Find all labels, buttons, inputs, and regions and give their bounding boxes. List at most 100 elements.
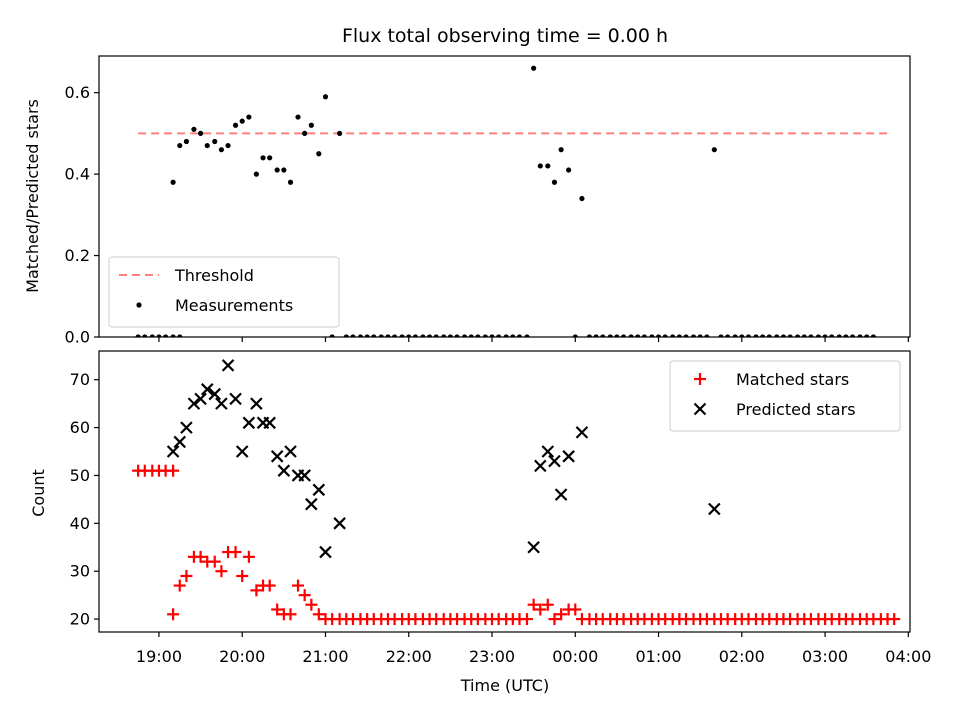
data-point	[662, 334, 668, 337]
data-point	[579, 195, 585, 202]
data-point	[569, 603, 582, 616]
data-point	[607, 334, 613, 337]
data-point	[635, 334, 641, 337]
data-point	[548, 454, 561, 468]
data-point	[554, 488, 568, 501]
data-point	[212, 138, 218, 145]
data-point	[208, 387, 222, 401]
data-point	[870, 334, 876, 337]
x-tick-label: 19:00	[136, 647, 182, 666]
data-point	[250, 584, 263, 597]
data-point	[760, 334, 766, 337]
data-point	[302, 130, 308, 136]
ratio-legend: Threshold Measurements	[108, 256, 340, 328]
data-point	[794, 334, 801, 337]
data-point	[246, 114, 252, 120]
data-point	[566, 167, 572, 173]
data-point	[545, 163, 551, 169]
ratio-plot-area	[135, 65, 892, 337]
count-panel: 20 30 40 50 60 70 19:00 20:00 21:00 22:00 23:00 00:…	[70, 350, 931, 666]
data-point	[399, 334, 405, 337]
data-point-b	[215, 397, 228, 410]
chart-title: Flux total observing time = 0.00 h	[342, 25, 668, 47]
data-point	[180, 421, 193, 434]
data-point	[548, 613, 561, 626]
data-point	[173, 579, 186, 592]
data-point	[295, 114, 301, 120]
data-point-b	[708, 502, 721, 516]
data-point	[572, 334, 578, 337]
series-matched-stars	[132, 464, 901, 626]
data-point	[215, 565, 228, 578]
data-point	[482, 334, 488, 337]
data-point	[260, 155, 266, 161]
data-point-b	[173, 435, 187, 449]
data-point-b	[277, 464, 291, 477]
legend-box	[669, 360, 901, 432]
data-point	[239, 118, 245, 124]
legend-label: Matched stars	[736, 370, 849, 389]
data-point-b	[548, 454, 561, 468]
data-point	[156, 334, 162, 337]
data-point-b	[554, 488, 568, 501]
data-point	[489, 334, 495, 337]
data-point	[534, 603, 547, 616]
data-point-b	[229, 392, 242, 406]
data-point	[725, 334, 731, 337]
data-point	[298, 469, 311, 482]
data-point	[194, 392, 207, 406]
data-point	[655, 334, 662, 337]
ratio-frame	[98, 55, 911, 338]
data-point	[433, 334, 439, 337]
data-point	[135, 334, 141, 337]
x-tick-label: 01:00	[635, 647, 681, 666]
data-point	[292, 579, 305, 592]
data-point-b	[221, 359, 235, 372]
data-point	[822, 334, 828, 337]
x-tick-label: 22:00	[386, 647, 432, 666]
data-point	[774, 334, 780, 337]
data-point	[534, 459, 547, 473]
y-tick-label: 40	[70, 514, 90, 533]
data-point-b	[242, 416, 256, 430]
data-point	[391, 334, 398, 337]
y-tick-label: 30	[70, 562, 90, 581]
data-point	[329, 334, 335, 337]
data-point	[187, 397, 201, 410]
y-tick-label: 0.4	[65, 165, 90, 184]
data-point	[551, 179, 558, 185]
y-tick-label: 0.0	[65, 328, 90, 347]
data-point	[173, 435, 187, 449]
data-point-b	[235, 445, 249, 458]
data-point	[242, 416, 256, 430]
data-point	[510, 334, 516, 337]
data-point	[420, 334, 426, 337]
data-point	[298, 589, 311, 602]
count-plot-area	[132, 359, 901, 626]
legend-box	[108, 256, 340, 328]
data-point	[277, 464, 291, 477]
data-point	[149, 334, 155, 337]
y-tick-label: 60	[70, 418, 90, 437]
data-point	[503, 334, 509, 337]
data-point	[357, 334, 364, 337]
data-point	[690, 334, 697, 337]
data-point	[468, 334, 474, 337]
data-point-b	[208, 387, 222, 401]
data-point	[281, 167, 287, 173]
data-point	[337, 130, 343, 136]
data-point	[753, 334, 759, 337]
legend-label: Predicted stars	[736, 400, 856, 419]
x-tick-label: 23:00	[469, 647, 515, 666]
data-point	[780, 334, 787, 337]
data-point	[496, 334, 502, 337]
x-tick-label: 00:00	[552, 647, 598, 666]
data-point	[520, 613, 533, 626]
legend-marker	[136, 302, 142, 308]
data-point	[527, 598, 540, 611]
data-point	[250, 397, 263, 410]
data-point	[766, 334, 772, 337]
data-point	[263, 416, 276, 430]
data-point	[412, 334, 419, 337]
data-point-b	[319, 545, 332, 559]
